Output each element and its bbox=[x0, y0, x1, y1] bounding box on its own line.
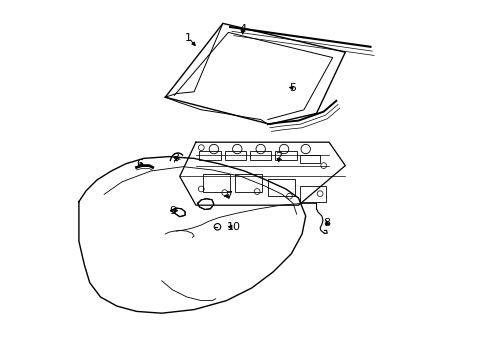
Bar bbox=[300, 186, 325, 202]
Text: 6: 6 bbox=[136, 159, 143, 169]
Bar bbox=[275, 151, 296, 160]
Text: 9: 9 bbox=[168, 206, 176, 216]
Text: 1: 1 bbox=[185, 33, 192, 43]
Text: 4: 4 bbox=[239, 24, 246, 34]
Bar bbox=[199, 151, 221, 160]
Bar bbox=[300, 155, 320, 163]
Text: 2: 2 bbox=[275, 152, 282, 162]
Bar bbox=[267, 179, 294, 196]
Bar bbox=[249, 151, 271, 160]
Bar bbox=[235, 174, 262, 192]
Bar bbox=[224, 151, 246, 160]
Text: 7: 7 bbox=[224, 191, 231, 201]
Text: 5: 5 bbox=[289, 83, 296, 93]
Text: 10: 10 bbox=[226, 222, 240, 232]
Polygon shape bbox=[197, 199, 213, 210]
Text: 3: 3 bbox=[172, 153, 179, 163]
Polygon shape bbox=[170, 208, 185, 217]
Bar bbox=[203, 174, 230, 192]
Text: 8: 8 bbox=[323, 218, 330, 228]
